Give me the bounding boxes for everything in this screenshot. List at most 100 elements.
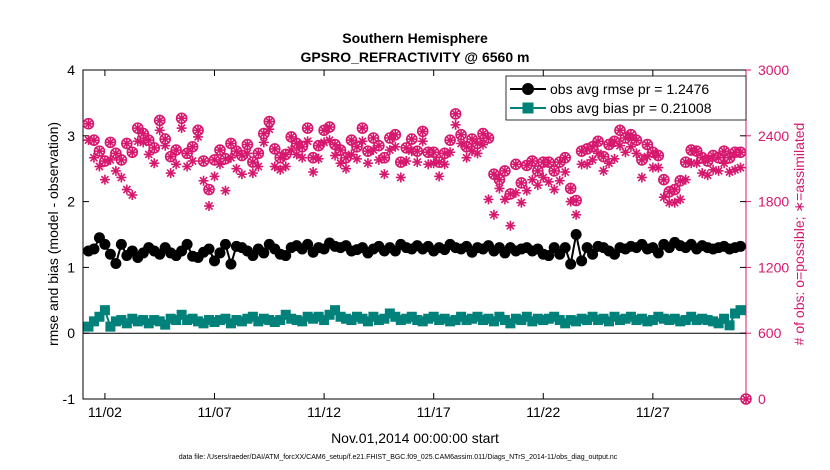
bias-point (154, 316, 165, 327)
bias-point (335, 311, 346, 322)
y-axis-label: rmse and bias (model - observation) (45, 122, 61, 346)
assimilated-obs-point (691, 158, 702, 169)
bias-point (735, 305, 746, 316)
bias-point (461, 315, 472, 326)
assimilated-obs-point (631, 148, 642, 159)
possible-obs-asterisk (620, 133, 630, 143)
rmse-point (104, 248, 116, 260)
legend-bias-marker (522, 102, 534, 114)
possible-obs-asterisk (368, 133, 378, 143)
y2-axis-label: # of obs: o=possible; ∗=assimilated (791, 123, 807, 346)
assimilated-obs-point (477, 139, 488, 150)
possible-obs-point (559, 151, 571, 164)
possible-obs-asterisk (670, 185, 680, 195)
possible-obs-point (592, 135, 604, 148)
assimilated-obs-point (351, 153, 362, 164)
assimilated-obs-point (406, 146, 417, 157)
rmse-point (570, 229, 582, 240)
bias-point (198, 318, 209, 329)
y-tick-label: 3 (67, 128, 75, 144)
possible-obs-point (225, 137, 237, 150)
assimilated-obs-point (390, 141, 401, 152)
assimilated-obs-point (680, 174, 691, 185)
possible-obs-asterisk (599, 152, 609, 162)
possible-obs-point (515, 177, 528, 189)
rmse-point (559, 242, 571, 254)
bias-point (83, 321, 94, 332)
bias-point (549, 311, 560, 322)
bias-point (351, 311, 362, 322)
assimilated-obs-point (395, 172, 406, 183)
possible-obs-point (641, 138, 654, 151)
bias-point (171, 315, 182, 326)
bias-point (582, 315, 593, 326)
possible-obs-point (203, 183, 215, 196)
possible-obs-asterisk (736, 147, 746, 157)
y2-tick-label: 3000 (758, 62, 789, 78)
bias-point (571, 316, 582, 327)
assimilated-obs-point (439, 159, 450, 170)
possible-obs-asterisk (199, 156, 209, 166)
assimilated-obs-point (499, 194, 510, 205)
possible-obs-point (121, 137, 133, 150)
possible-obs-point (542, 156, 555, 168)
possible-obs-asterisk (445, 135, 455, 145)
possible-obs-asterisk (560, 153, 570, 163)
rmse-point (587, 248, 599, 260)
bias-point (713, 318, 724, 329)
bias-point (494, 311, 505, 322)
assimilated-obs-point (165, 168, 176, 179)
assimilated-obs-point (521, 185, 532, 196)
possible-obs-asterisk (357, 123, 367, 133)
rmse-point (209, 255, 221, 267)
possible-obs-asterisk (204, 185, 214, 195)
bias-point (193, 316, 204, 327)
assimilated-obs-point (554, 175, 565, 186)
bias-point (165, 313, 176, 324)
bias-point (423, 313, 434, 324)
possible-obs-asterisk (122, 138, 132, 148)
possible-obs-asterisk (418, 126, 428, 136)
rmse-point (99, 238, 111, 250)
y-tick-label: 4 (67, 62, 75, 78)
bias-point (187, 313, 198, 324)
bias-point (253, 316, 264, 327)
possible-obs-point (389, 128, 402, 141)
bias-point (182, 315, 193, 326)
assimilated-obs-point (384, 145, 395, 156)
possible-obs-point (93, 145, 106, 157)
bias-point (724, 320, 735, 331)
assimilated-obs-point (330, 150, 341, 161)
assimilated-obs-point (110, 165, 121, 176)
assimilated-obs-point (445, 147, 456, 158)
bias-point (604, 316, 615, 327)
bias-point (598, 313, 609, 324)
bias-point (412, 315, 423, 326)
bias-point (456, 311, 467, 322)
x-tick-label: 11/12 (307, 404, 341, 420)
rmse-point (576, 255, 588, 267)
possible-obs-asterisk (544, 157, 554, 167)
possible-obs-asterisk (527, 156, 537, 166)
bias-point (527, 316, 538, 327)
bias-point (669, 313, 680, 324)
legend: obs avg rmse pr = 1.2476 obs avg bias pr… (505, 75, 747, 121)
assimilated-obs-point (313, 153, 324, 164)
assimilated-obs-point (247, 168, 258, 179)
possible-obs-asterisk (116, 155, 126, 165)
possible-obs-point (126, 146, 139, 159)
assimilated-obs-point (258, 137, 269, 148)
possible-obs-asterisk (456, 130, 466, 140)
assimilated-obs-point (625, 141, 636, 152)
bias-point (330, 305, 341, 316)
assimilated-obs-point (253, 161, 264, 172)
possible-obs-point (734, 146, 747, 159)
bias-point (286, 313, 297, 324)
assimilated-obs-point (160, 140, 171, 151)
possible-obs-asterisk (270, 144, 280, 154)
assimilated-obs-point (176, 123, 187, 134)
x-tick-label: 11/27 (636, 404, 670, 420)
bias-point (483, 313, 494, 324)
y2-tick-label: 1200 (758, 259, 789, 275)
bias-point (428, 311, 439, 322)
